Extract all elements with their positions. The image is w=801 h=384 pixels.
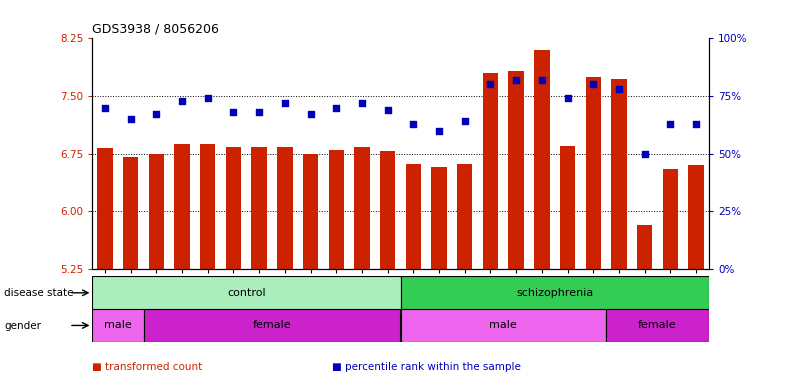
Bar: [149, 154, 164, 269]
Bar: [200, 144, 215, 269]
Bar: [637, 225, 652, 269]
Point: [330, 104, 343, 111]
Point: [304, 111, 317, 118]
Point: [407, 121, 420, 127]
Bar: [226, 147, 241, 269]
Bar: [688, 165, 704, 269]
Text: female: female: [638, 320, 677, 331]
Bar: [97, 148, 113, 269]
Bar: [175, 144, 190, 269]
Point: [535, 77, 548, 83]
Bar: [662, 169, 678, 269]
Bar: [560, 146, 575, 269]
Point: [150, 111, 163, 118]
Bar: [252, 147, 267, 269]
Bar: [143, 309, 400, 342]
Bar: [534, 50, 549, 269]
Text: female: female: [252, 320, 292, 331]
Bar: [92, 309, 143, 342]
Point: [279, 100, 292, 106]
Bar: [509, 71, 524, 269]
Point: [175, 98, 188, 104]
Text: control: control: [227, 288, 266, 298]
Bar: [483, 73, 498, 269]
Bar: [405, 164, 421, 269]
Point: [484, 81, 497, 88]
Point: [638, 151, 651, 157]
Point: [664, 121, 677, 127]
Point: [99, 104, 111, 111]
Point: [227, 109, 239, 115]
Point: [509, 77, 522, 83]
Text: disease state: disease state: [4, 288, 74, 298]
Point: [201, 95, 214, 101]
Text: GDS3938 / 8056206: GDS3938 / 8056206: [92, 23, 219, 36]
Bar: [431, 167, 447, 269]
Bar: [328, 150, 344, 269]
Bar: [400, 276, 709, 309]
Bar: [400, 309, 606, 342]
Text: schizophrenia: schizophrenia: [516, 288, 594, 298]
Text: ■ percentile rank within the sample: ■ percentile rank within the sample: [332, 362, 521, 372]
Point: [381, 107, 394, 113]
Bar: [586, 77, 601, 269]
Point: [562, 95, 574, 101]
Bar: [354, 147, 369, 269]
Point: [433, 127, 445, 134]
Text: male: male: [104, 320, 131, 331]
Bar: [277, 147, 292, 269]
Bar: [380, 151, 396, 269]
Bar: [123, 157, 139, 269]
Point: [458, 118, 471, 124]
Bar: [606, 309, 709, 342]
Bar: [611, 79, 626, 269]
Point: [356, 100, 368, 106]
Point: [587, 81, 600, 88]
Bar: [303, 154, 318, 269]
Bar: [92, 276, 400, 309]
Point: [690, 121, 702, 127]
Text: male: male: [489, 320, 517, 331]
Bar: [457, 164, 473, 269]
Point: [124, 116, 137, 122]
Text: ■ transformed count: ■ transformed count: [92, 362, 203, 372]
Point: [253, 109, 266, 115]
Point: [613, 86, 626, 92]
Text: gender: gender: [4, 321, 41, 331]
